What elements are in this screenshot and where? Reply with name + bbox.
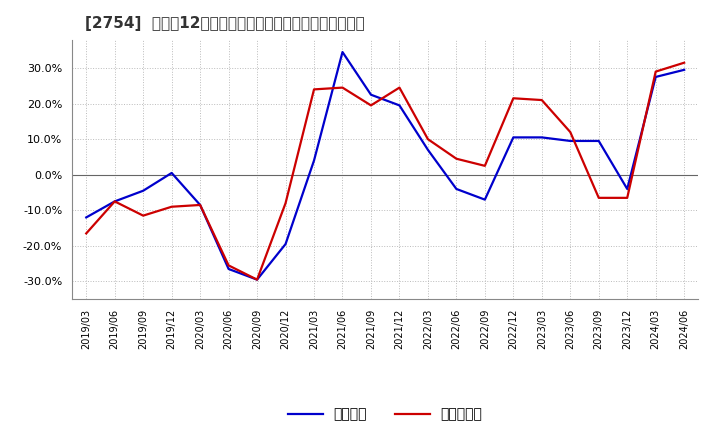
経常利益 (680, 67, 688, 73)
経常利益 (623, 186, 631, 191)
経常利益 (196, 202, 204, 208)
Line: 経常利益: 経常利益 (86, 52, 684, 280)
経常利益 (139, 188, 148, 193)
当期純利益 (623, 195, 631, 201)
Text: [2754]  利益の12か月移動合計の対前年同期増減率の推移: [2754] 利益の12か月移動合計の対前年同期増減率の推移 (84, 16, 364, 32)
当期純利益 (423, 136, 432, 142)
経常利益 (595, 138, 603, 143)
経常利益 (310, 158, 318, 163)
経常利益 (480, 197, 489, 202)
経常利益 (282, 242, 290, 247)
当期純利益 (139, 213, 148, 218)
当期純利益 (452, 156, 461, 161)
経常利益 (652, 74, 660, 80)
当期純利益 (110, 199, 119, 204)
当期純利益 (595, 195, 603, 201)
当期純利益 (509, 95, 518, 101)
当期純利益 (253, 277, 261, 282)
経常利益 (338, 49, 347, 55)
経常利益 (82, 215, 91, 220)
当期純利益 (225, 263, 233, 268)
当期純利益 (680, 60, 688, 66)
当期純利益 (338, 85, 347, 90)
当期純利益 (282, 201, 290, 206)
当期純利益 (480, 163, 489, 169)
経常利益 (423, 147, 432, 153)
当期純利益 (566, 129, 575, 135)
当期純利益 (366, 103, 375, 108)
当期純利益 (395, 85, 404, 90)
経常利益 (509, 135, 518, 140)
当期純利益 (82, 231, 91, 236)
経常利益 (537, 135, 546, 140)
経常利益 (167, 170, 176, 176)
経常利益 (395, 103, 404, 108)
経常利益 (366, 92, 375, 97)
当期純利益 (310, 87, 318, 92)
当期純利益 (167, 204, 176, 209)
経常利益 (253, 277, 261, 282)
経常利益 (110, 199, 119, 204)
当期純利益 (196, 202, 204, 208)
Legend: 経常利益, 当期純利益: 経常利益, 当期純利益 (282, 402, 488, 427)
経常利益 (452, 186, 461, 191)
Line: 当期純利益: 当期純利益 (86, 63, 684, 280)
当期純利益 (652, 69, 660, 74)
経常利益 (225, 266, 233, 271)
当期純利益 (537, 97, 546, 103)
経常利益 (566, 138, 575, 143)
